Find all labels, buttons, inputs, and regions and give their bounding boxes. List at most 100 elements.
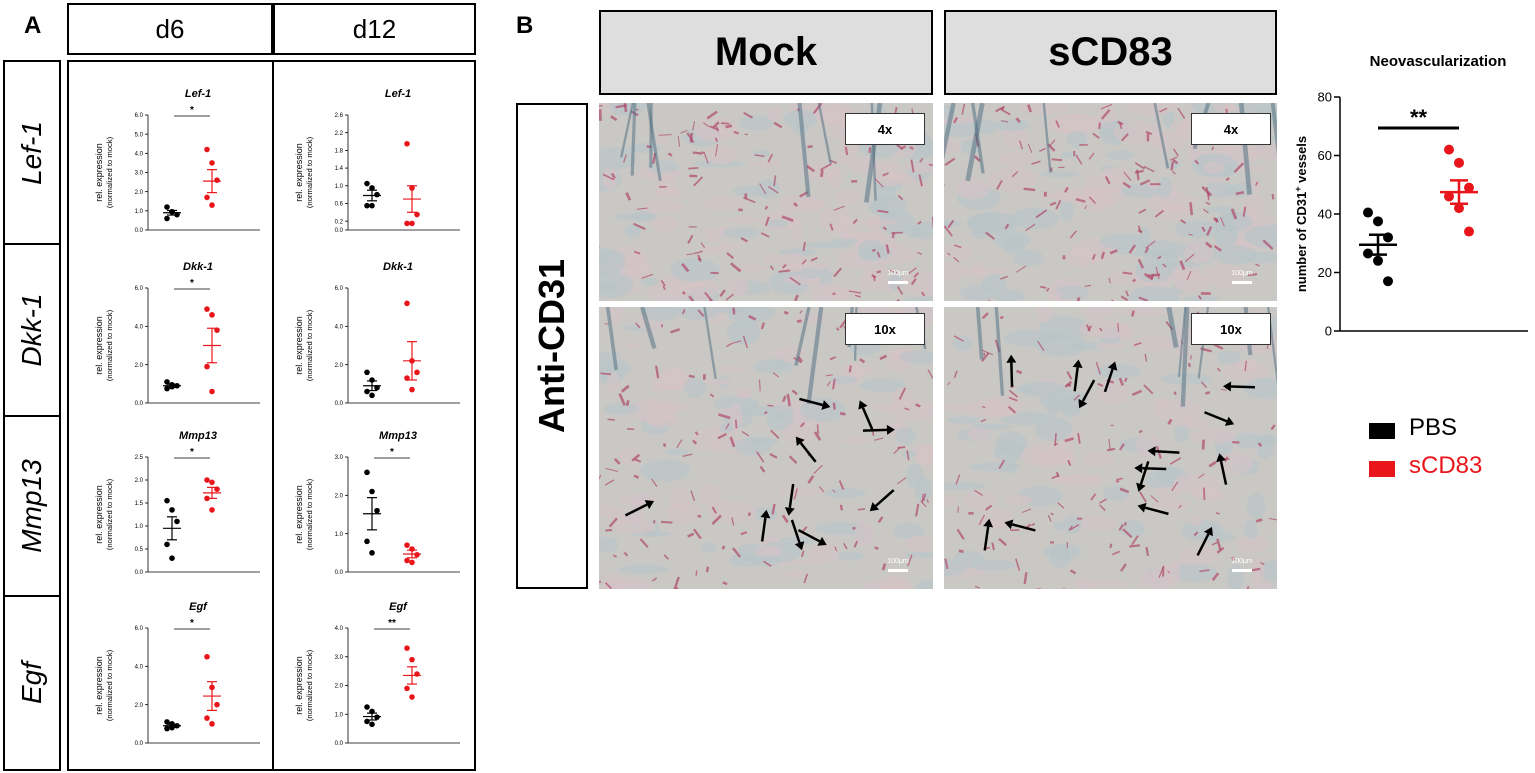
legend-label-scd83: sCD83 [1409,452,1483,479]
y-tick-label: 0.0 [135,401,144,407]
stained-cell [703,122,710,128]
tissue-patch [599,250,626,276]
stained-cell [1063,186,1069,193]
tissue-patch [1136,433,1161,457]
stained-cell [829,223,834,231]
stained-cell [1260,561,1265,566]
stained-cell [1116,477,1123,481]
stained-cell [1271,193,1275,200]
data-point [369,550,375,556]
stained-cell [898,387,907,400]
stained-cell [1200,381,1208,389]
data-point [1444,191,1454,202]
stained-cell [781,514,789,524]
stained-cell [1104,176,1111,185]
tissue-patch [1204,181,1236,199]
tissue-patch [748,160,782,168]
stained-cell [953,335,964,342]
data-point [414,369,420,376]
tissue-patch [640,277,660,286]
tissue-patch [1233,432,1262,449]
data-point [404,645,410,651]
stained-cell [1132,278,1137,283]
scale-bar [888,281,908,284]
stained-cell [1015,265,1027,273]
stained-cell [725,124,733,129]
stained-cell [1169,457,1182,465]
stained-cell [625,400,630,407]
arrow-head [1203,526,1213,537]
stained-cell [834,546,838,552]
y-tick-label: 2.0 [335,363,344,369]
tissue-patch [599,505,626,518]
stained-cell [1099,498,1107,504]
stained-cell [703,151,709,164]
col-header-d6-text: d6 [155,13,185,44]
stained-cell [788,455,798,464]
stained-cell [1172,158,1179,165]
y-tick-label: 0.0 [135,741,144,747]
stained-cell [782,395,787,403]
stained-cell [1233,162,1245,173]
arrow-shaft [1139,461,1150,485]
y-axis-label: rel. expression [294,656,304,715]
stained-cell [954,244,962,249]
data-point [164,385,170,392]
tissue-patch [1203,161,1226,175]
stained-cell [615,104,628,109]
y-axis-label: rel. expression [94,656,104,715]
data-point [1363,207,1373,218]
tissue-patch [836,551,864,561]
stained-cell [921,493,924,504]
stained-cell [806,165,816,173]
stained-cell [686,253,694,256]
data-point [164,204,170,210]
arrow-shaft [1155,449,1180,454]
row-label-box-lef1: Lef-1 [3,60,61,245]
y-axis-label-2: (normalized to mock) [305,309,314,381]
arrow-head [1004,519,1014,530]
data-point [204,495,210,502]
data-point [169,507,175,513]
stained-cell [1023,187,1036,192]
data-point [364,469,370,476]
stained-streak [640,307,657,350]
stained-cell [839,319,847,329]
stained-cell [1120,295,1129,301]
data-point [369,392,375,399]
tissue-patch [1037,307,1054,323]
tissue-patch [947,416,981,425]
stained-cell [816,424,820,435]
tissue-patch [728,277,749,297]
stained-cell [726,252,735,260]
tissue-patch [599,536,619,553]
tissue-patch [944,244,973,261]
stained-cell [1197,295,1202,300]
stained-cell [955,474,961,485]
stained-cell [1057,502,1065,509]
y-tick-label: 1.0 [135,524,144,530]
stained-cell [711,514,722,525]
tissue-patch [962,267,1009,276]
tissue-patch [898,350,933,364]
stained-cell [681,308,686,315]
stained-cell [857,508,866,511]
stained-cell [981,312,989,320]
stained-cell [1008,396,1018,402]
stained-cell [910,159,915,173]
y-tick-label: 2.0 [335,684,344,690]
tissue-patch [1095,363,1141,379]
stained-cell [701,151,705,155]
y-tick-label: 0.5 [135,547,144,553]
stained-cell [1255,263,1260,267]
stained-cell [1145,240,1156,249]
stained-cell [1208,460,1217,468]
stained-cell [1194,159,1200,165]
chart-d6-dkk1: Dkk-1 0.0 2.0 4.0 6.0 rel. expression (normali… [94,261,260,407]
data-point [209,479,215,486]
tissue-patch [1116,245,1132,255]
tissue-patch [994,119,1029,132]
stained-cell [907,554,913,567]
tissue-patch [767,105,783,122]
arrow-shaft [799,397,823,407]
